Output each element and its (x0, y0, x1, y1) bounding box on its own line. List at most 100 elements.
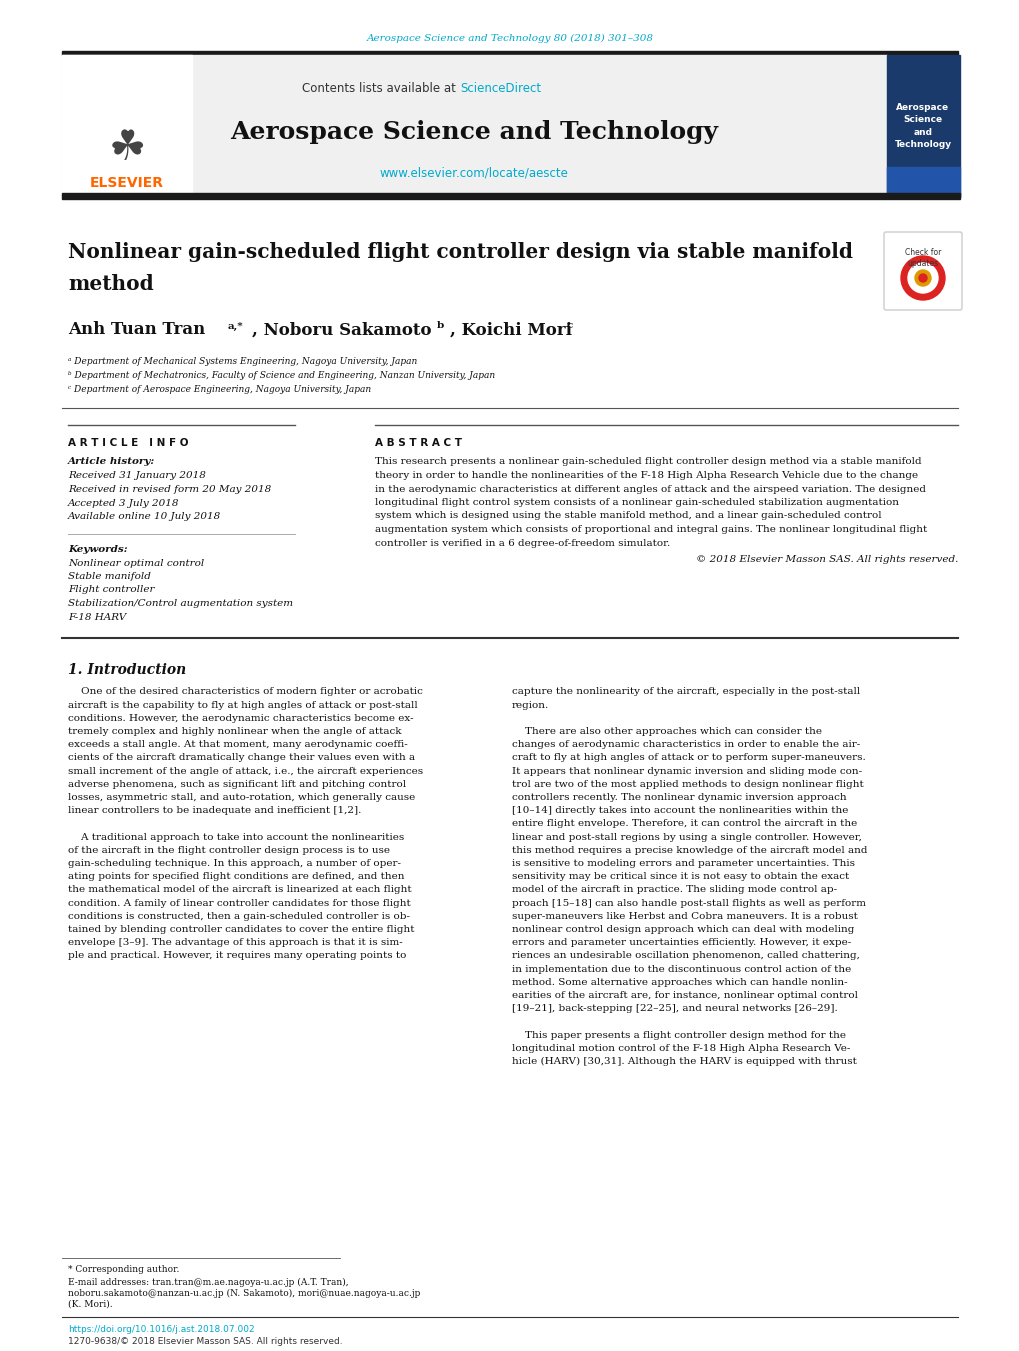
Text: ᵇ Department of Mechatronics, Faculty of Science and Engineering, Nanzan Univers: ᵇ Department of Mechatronics, Faculty of… (68, 372, 494, 381)
Text: * Corresponding author.: * Corresponding author. (68, 1266, 179, 1274)
Text: noboru.sakamoto@nanzan-u.ac.jp (N. Sakamoto), mori@nuae.nagoya-u.ac.jp: noboru.sakamoto@nanzan-u.ac.jp (N. Sakam… (68, 1289, 420, 1297)
Text: earities of the aircraft are, for instance, nonlinear optimal control: earities of the aircraft are, for instan… (512, 992, 857, 1000)
Text: entire flight envelope. Therefore, it can control the aircraft in the: entire flight envelope. Therefore, it ca… (512, 820, 856, 828)
Text: www.elsevier.com/locate/aescte: www.elsevier.com/locate/aescte (379, 166, 568, 180)
Text: of the aircraft in the flight controller design process is to use: of the aircraft in the flight controller… (68, 846, 389, 855)
Text: One of the desired characteristics of modern fighter or acrobatic: One of the desired characteristics of mo… (68, 688, 423, 697)
Circle shape (914, 270, 930, 286)
Text: aircraft is the capability to fly at high angles of attack or post-stall: aircraft is the capability to fly at hig… (68, 701, 418, 709)
Text: method: method (68, 274, 154, 295)
Text: Nonlinear optimal control: Nonlinear optimal control (68, 558, 204, 567)
Text: Received in revised form 20 May 2018: Received in revised form 20 May 2018 (68, 485, 271, 494)
Text: There are also other approaches which can consider the: There are also other approaches which ca… (512, 727, 821, 736)
Text: linear and post-stall regions by using a single controller. However,: linear and post-stall regions by using a… (512, 832, 861, 842)
Text: the mathematical model of the aircraft is linearized at each flight: the mathematical model of the aircraft i… (68, 885, 412, 894)
Text: small increment of the angle of attack, i.e., the aircraft experiences: small increment of the angle of attack, … (68, 767, 423, 775)
Text: ᶜ Department of Aerospace Engineering, Nagoya University, Japan: ᶜ Department of Aerospace Engineering, N… (68, 385, 371, 394)
Text: [19–21], back-stepping [22–25], and neural networks [26–29].: [19–21], back-stepping [22–25], and neur… (512, 1004, 837, 1013)
Text: F-18 HARV: F-18 HARV (68, 612, 126, 621)
Text: capture the nonlinearity of the aircraft, especially in the post-stall: capture the nonlinearity of the aircraft… (512, 688, 859, 697)
Text: in implementation due to the discontinuous control action of the: in implementation due to the discontinuo… (512, 965, 851, 974)
Text: This paper presents a flight controller design method for the: This paper presents a flight controller … (512, 1031, 845, 1040)
Text: ScienceDirect: ScienceDirect (460, 81, 541, 95)
Text: sensitivity may be critical since it is not easy to obtain the exact: sensitivity may be critical since it is … (512, 873, 849, 881)
Text: theory in order to handle the nonlinearities of the F-18 High Alpha Research Veh: theory in order to handle the nonlineari… (375, 471, 917, 480)
Text: exceeds a stall angle. At that moment, many aerodynamic coeffi-: exceeds a stall angle. At that moment, m… (68, 740, 408, 750)
Circle shape (907, 263, 937, 293)
Text: tremely complex and highly nonlinear when the angle of attack: tremely complex and highly nonlinear whe… (68, 727, 401, 736)
Text: (K. Mori).: (K. Mori). (68, 1300, 112, 1309)
Bar (62, 55, 192, 197)
Text: Flight controller: Flight controller (68, 585, 154, 594)
Bar (62, 55, 887, 197)
Text: region.: region. (512, 701, 548, 709)
Text: Article history:: Article history: (68, 458, 155, 466)
Text: Aerospace Science and Technology: Aerospace Science and Technology (229, 120, 717, 145)
Text: longitudinal motion control of the F-18 High Alpha Research Ve-: longitudinal motion control of the F-18 … (512, 1044, 850, 1052)
Text: losses, asymmetric stall, and auto-rotation, which generally cause: losses, asymmetric stall, and auto-rotat… (68, 793, 415, 802)
Bar (62, 51, 957, 55)
Text: this method requires a precise knowledge of the aircraft model and: this method requires a precise knowledge… (512, 846, 866, 855)
Text: Aerospace Science and Technology 80 (2018) 301–308: Aerospace Science and Technology 80 (201… (366, 34, 653, 43)
Text: conditions. However, the aerodynamic characteristics become ex-: conditions. However, the aerodynamic cha… (68, 713, 414, 723)
Text: augmentation system which consists of proportional and integral gains. The nonli: augmentation system which consists of pr… (375, 526, 926, 534)
Text: proach [15–18] can also handle post-stall flights as well as perform: proach [15–18] can also handle post-stal… (512, 898, 865, 908)
Text: changes of aerodynamic characteristics in order to enable the air-: changes of aerodynamic characteristics i… (512, 740, 859, 750)
Text: Nonlinear gain-scheduled flight controller design via stable manifold: Nonlinear gain-scheduled flight controll… (68, 242, 852, 262)
Circle shape (900, 255, 944, 300)
Bar (62, 193, 959, 199)
Text: Keywords:: Keywords: (68, 544, 127, 554)
Text: [10–14] directly takes into account the nonlinearities within the: [10–14] directly takes into account the … (512, 807, 848, 815)
Text: riences an undesirable oscillation phenomenon, called chattering,: riences an undesirable oscillation pheno… (512, 951, 859, 961)
Text: , Koichi Mori: , Koichi Mori (449, 322, 572, 339)
Text: Received 31 January 2018: Received 31 January 2018 (68, 471, 206, 481)
Text: envelope [3–9]. The advantage of this approach is that it is sim-: envelope [3–9]. The advantage of this ap… (68, 939, 403, 947)
Text: adverse phenomena, such as significant lift and pitching control: adverse phenomena, such as significant l… (68, 780, 406, 789)
Text: conditions is constructed, then a gain-scheduled controller is ob-: conditions is constructed, then a gain-s… (68, 912, 410, 921)
Text: ating points for specified flight conditions are defined, and then: ating points for specified flight condit… (68, 873, 405, 881)
Text: tained by blending controller candidates to cover the entire flight: tained by blending controller candidates… (68, 925, 414, 934)
Text: trol are two of the most applied methods to design nonlinear flight: trol are two of the most applied methods… (512, 780, 863, 789)
Text: longitudinal flight control system consists of a nonlinear gain-scheduled stabil: longitudinal flight control system consi… (375, 499, 898, 507)
Text: is sensitive to modeling errors and parameter uncertainties. This: is sensitive to modeling errors and para… (512, 859, 854, 869)
Text: ☘: ☘ (108, 127, 146, 169)
Text: A B S T R A C T: A B S T R A C T (375, 438, 462, 449)
Text: system which is designed using the stable manifold method, and a linear gain-sch: system which is designed using the stabl… (375, 512, 880, 520)
Bar (887, 55, 959, 197)
Text: a,*: a,* (228, 322, 244, 331)
Text: method. Some alternative approaches which can handle nonlin-: method. Some alternative approaches whic… (512, 978, 847, 986)
Text: ᵃ Department of Mechanical Systems Engineering, Nagoya University, Japan: ᵃ Department of Mechanical Systems Engin… (68, 358, 417, 366)
Text: errors and parameter uncertainties efficiently. However, it expe-: errors and parameter uncertainties effic… (512, 939, 851, 947)
Text: Anh Tuan Tran: Anh Tuan Tran (68, 322, 205, 339)
Circle shape (918, 274, 926, 282)
Bar (887, 168, 959, 197)
Text: linear controllers to be inadequate and inefficient [1,2].: linear controllers to be inadequate and … (68, 807, 361, 815)
Text: A R T I C L E   I N F O: A R T I C L E I N F O (68, 438, 189, 449)
FancyBboxPatch shape (883, 232, 961, 309)
Text: It appears that nonlinear dynamic inversion and sliding mode con-: It appears that nonlinear dynamic invers… (512, 767, 861, 775)
Text: Stabilization/Control augmentation system: Stabilization/Control augmentation syste… (68, 598, 292, 608)
Text: Contents lists available at: Contents lists available at (302, 81, 460, 95)
Text: Stable manifold: Stable manifold (68, 571, 151, 581)
Text: Accepted 3 July 2018: Accepted 3 July 2018 (68, 499, 179, 508)
Text: controller is verified in a 6 degree-of-freedom simulator.: controller is verified in a 6 degree-of-… (375, 539, 669, 547)
Text: in the aerodynamic characteristics at different angles of attack and the airspee: in the aerodynamic characteristics at di… (375, 485, 925, 493)
Text: craft to fly at high angles of attack or to perform super-maneuvers.: craft to fly at high angles of attack or… (512, 754, 865, 762)
Text: super-maneuvers like Herbst and Cobra maneuvers. It is a robust: super-maneuvers like Herbst and Cobra ma… (512, 912, 857, 921)
Text: condition. A family of linear controller candidates for those flight: condition. A family of linear controller… (68, 898, 411, 908)
Text: nonlinear control design approach which can deal with modeling: nonlinear control design approach which … (512, 925, 854, 934)
Text: ple and practical. However, it requires many operating points to: ple and practical. However, it requires … (68, 951, 406, 961)
Text: model of the aircraft in practice. The sliding mode control ap-: model of the aircraft in practice. The s… (512, 885, 837, 894)
Text: Aerospace
Science
and
Technology: Aerospace Science and Technology (894, 103, 951, 149)
Text: Check for
updates: Check for updates (904, 249, 941, 267)
Text: cients of the aircraft dramatically change their values even with a: cients of the aircraft dramatically chan… (68, 754, 415, 762)
Text: 1. Introduction: 1. Introduction (68, 663, 186, 677)
Text: This research presents a nonlinear gain-scheduled flight controller design metho: This research presents a nonlinear gain-… (375, 458, 921, 466)
Text: 1270-9638/© 2018 Elsevier Masson SAS. All rights reserved.: 1270-9638/© 2018 Elsevier Masson SAS. Al… (68, 1337, 342, 1347)
Text: , Noboru Sakamoto: , Noboru Sakamoto (252, 322, 431, 339)
Text: gain-scheduling technique. In this approach, a number of oper-: gain-scheduling technique. In this appro… (68, 859, 400, 869)
Text: https://doi.org/10.1016/j.ast.2018.07.002: https://doi.org/10.1016/j.ast.2018.07.00… (68, 1324, 255, 1333)
Text: hicle (HARV) [30,31]. Although the HARV is equipped with thrust: hicle (HARV) [30,31]. Although the HARV … (512, 1056, 856, 1066)
Text: E-mail addresses: tran.tran@m.ae.nagoya-u.ac.jp (A.T. Tran),: E-mail addresses: tran.tran@m.ae.nagoya-… (68, 1278, 348, 1286)
Text: Available online 10 July 2018: Available online 10 July 2018 (68, 512, 221, 521)
